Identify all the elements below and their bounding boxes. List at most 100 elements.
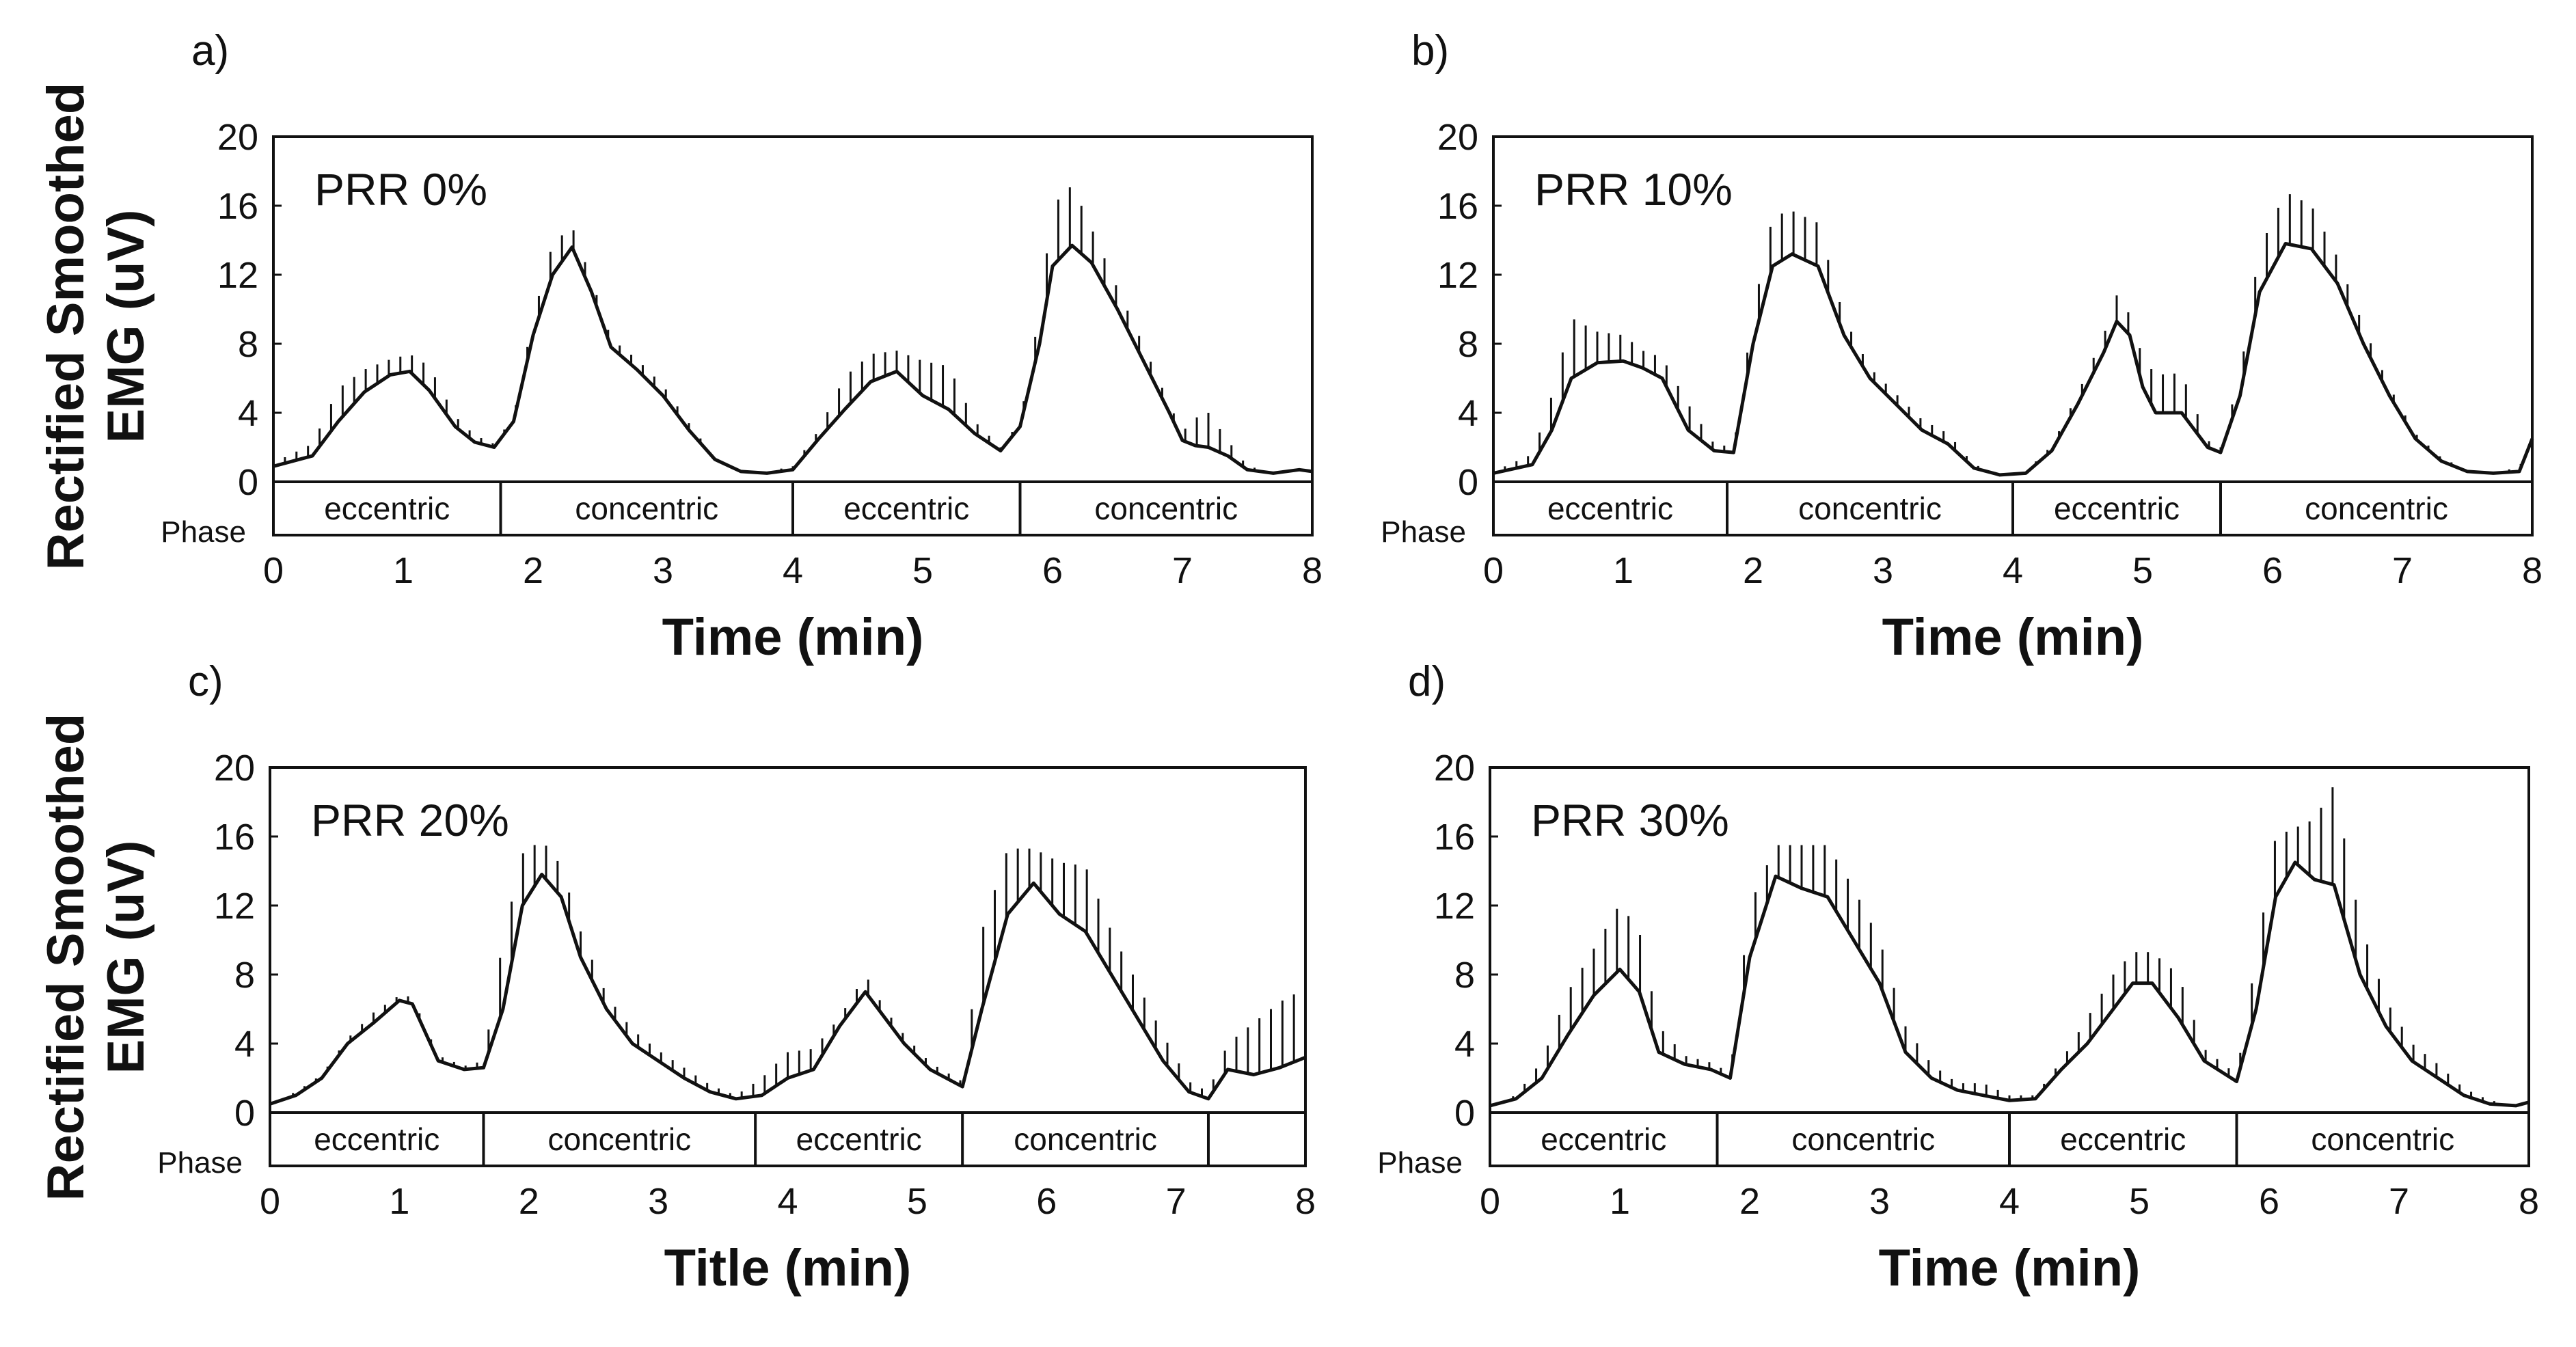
data-point: [2112, 1007, 2115, 1011]
x-tick-label: 2: [519, 1181, 539, 1222]
data-point: [1800, 886, 1803, 890]
data-point: [1657, 1050, 1660, 1054]
data-point: [2060, 1067, 2063, 1071]
data-point: [2518, 470, 2521, 473]
error-bars: [1512, 787, 2495, 1104]
x-tick-label: 8: [2522, 550, 2543, 591]
x-tick-label: 3: [653, 550, 673, 591]
y-tick-label: 16: [1437, 186, 1478, 227]
data-point: [791, 468, 794, 472]
data-point: [2440, 459, 2443, 463]
data-point: [2336, 282, 2339, 285]
data-point: [571, 245, 573, 249]
data-point: [1550, 428, 1554, 432]
data-point: [560, 895, 563, 899]
data-point: [1982, 1093, 1985, 1097]
x-tick-label: 1: [1613, 550, 1633, 591]
data-point: [973, 432, 976, 435]
data-point: [2466, 470, 2469, 473]
y-tick-label: 4: [238, 393, 258, 434]
data-point: [1843, 334, 1845, 337]
x-tick-label: 4: [777, 1181, 798, 1222]
data-point: [1687, 428, 1690, 432]
data-point: [2310, 247, 2313, 251]
data-point: [2177, 1016, 2180, 1020]
series-line: [269, 873, 1306, 1106]
phase-row-label: Phase: [161, 515, 246, 549]
data-point: [1278, 1066, 1282, 1070]
data-point: [1878, 981, 1881, 985]
data-point: [636, 368, 638, 371]
data-point: [512, 420, 515, 423]
x-tick-label: 7: [2389, 1181, 2409, 1222]
data-point: [765, 472, 768, 475]
x-tick-label: 1: [389, 1181, 409, 1222]
panel-letter: c): [188, 658, 223, 705]
y-tick-label: 8: [238, 324, 258, 365]
data-point: [389, 373, 392, 377]
y-tick-label: 12: [1434, 886, 1475, 927]
x-tick-label: 7: [2392, 550, 2413, 591]
phase-label: concentric: [2305, 491, 2448, 526]
data-point: [1181, 439, 1184, 442]
data-point: [590, 290, 593, 294]
phase-label: eccentric: [2054, 491, 2180, 526]
chart-panel-a: eccentric concentric eccentric concentric Ph…: [37, 27, 1323, 666]
data-point: [473, 440, 476, 444]
data-point: [714, 458, 716, 461]
data-point: [1618, 968, 1621, 971]
data-point: [363, 390, 366, 394]
chart-panel-b: eccentric concentric eccentric concentric Ph…: [1381, 27, 2543, 666]
data-point: [631, 1042, 634, 1045]
error-bars: [1504, 194, 2534, 472]
data-point: [708, 1090, 711, 1093]
data-point: [2514, 1104, 2517, 1107]
x-tick-label: 1: [1610, 1181, 1630, 1222]
data-point: [980, 1007, 984, 1011]
data-point: [1038, 342, 1041, 345]
data-point: [864, 990, 867, 994]
data-point: [838, 1024, 841, 1028]
data-point: [311, 454, 314, 458]
x-tick-label: 6: [2262, 550, 2283, 591]
x-tick-label: 0: [1483, 550, 1504, 591]
data-point: [1109, 973, 1113, 976]
data-point: [1032, 882, 1035, 885]
data-point: [740, 470, 742, 473]
data-point: [2258, 290, 2261, 294]
x-tick-label: 3: [1869, 1181, 1890, 1222]
data-point: [610, 346, 612, 349]
data-point: [2235, 1080, 2238, 1083]
data-point: [2141, 385, 2144, 389]
data-point: [269, 1102, 271, 1106]
data-point: [2154, 411, 2157, 414]
data-point: [398, 998, 401, 1002]
data-point: [1732, 451, 1735, 454]
data-point: [1207, 446, 1210, 449]
data-point: [2115, 320, 2118, 323]
data-point: [1168, 411, 1171, 414]
y-tick-label: 12: [217, 255, 258, 296]
data-point: [501, 1007, 504, 1011]
data-point: [428, 389, 431, 392]
data-point: [1058, 912, 1061, 916]
data-point: [437, 1059, 440, 1063]
data-point: [1771, 264, 1774, 268]
y-axis-title-line1: Rectified Smoothed: [37, 83, 95, 571]
data-point: [2388, 394, 2391, 397]
data-point: [1728, 1076, 1732, 1080]
phase-label: eccentric: [843, 491, 969, 526]
x-axis-title: Time (min): [662, 608, 924, 666]
data-point: [1304, 1056, 1307, 1059]
phase-row-label: Phase: [157, 1146, 243, 1180]
x-tick-label: 2: [523, 550, 543, 591]
data-point: [2294, 860, 2296, 864]
data-point: [1570, 377, 1573, 380]
data-point: [372, 1021, 375, 1024]
data-point: [2203, 1059, 2206, 1063]
data-point: [540, 873, 543, 876]
y-tick-label: 20: [214, 748, 255, 789]
data-point: [1489, 1104, 1491, 1107]
